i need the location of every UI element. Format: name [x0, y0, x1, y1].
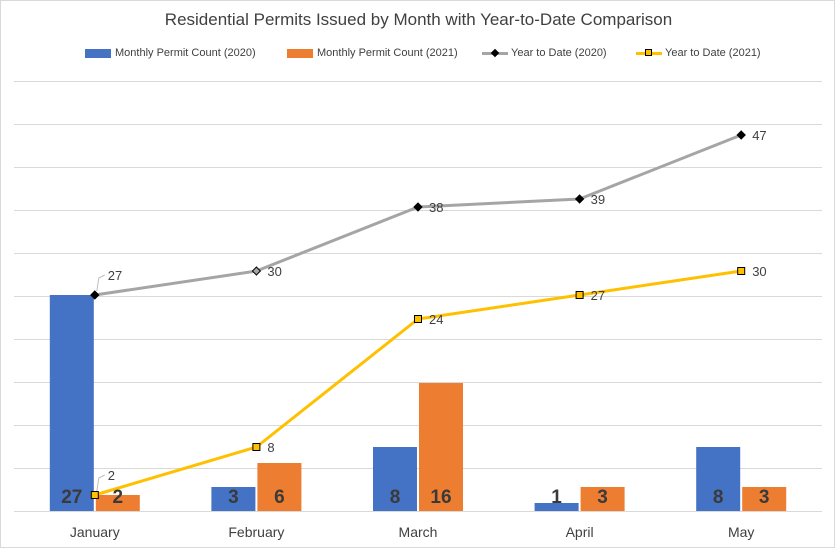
legend: Monthly Permit Count (2020) Monthly Perm… — [0, 44, 837, 62]
bar-2020 — [696, 447, 741, 511]
legend-item-bar-2021: Monthly Permit Count (2021) — [287, 44, 458, 62]
x-axis: January February March April May — [14, 511, 822, 540]
bars — [49, 295, 787, 511]
line-marker-square — [414, 315, 422, 323]
bar-2020 — [49, 295, 94, 511]
line-value-label: 27 — [108, 268, 122, 283]
legend-label-line-2021: Year to Date (2021) — [665, 47, 761, 59]
bar-value-label: 6 — [274, 487, 285, 508]
line-value-label: 39 — [591, 192, 605, 207]
legend-swatch-line-2020 — [482, 48, 508, 58]
leader-line — [96, 474, 106, 492]
line-marker-square — [252, 443, 261, 451]
bar-value-label: 8 — [713, 487, 724, 508]
line-marker-diamond — [574, 194, 585, 204]
legend-swatch-line-2021 — [636, 48, 662, 58]
line-diamond — [94, 133, 742, 297]
line-value-label: 24 — [429, 312, 443, 327]
line-marker-square — [90, 491, 99, 499]
line-value-label: 38 — [429, 200, 443, 215]
x-tick-label: March — [399, 524, 438, 540]
line-value-label: 30 — [267, 264, 281, 279]
legend-item-line-2021: Year to Date (2021) — [636, 44, 761, 62]
x-tick-label: April — [566, 524, 594, 540]
bar-value-label: 3 — [228, 487, 239, 508]
bar-value-label: 3 — [759, 487, 770, 508]
bar-2021 — [95, 495, 140, 511]
line-marker-diamond — [90, 290, 100, 300]
legend-label-bar-2020: Monthly Permit Count (2020) — [115, 47, 256, 59]
legend-swatch-bar-2021 — [287, 48, 313, 58]
bar-2021 — [580, 487, 625, 511]
x-tick-label: January — [70, 524, 120, 540]
legend-item-line-2020: Year to Date (2020) — [482, 44, 607, 62]
bar-2020 — [373, 447, 417, 511]
line-marker-diamond — [736, 130, 746, 140]
x-tick-label: May — [728, 524, 754, 540]
bar-value-label: 8 — [390, 487, 401, 508]
bar-value-label: 1 — [551, 487, 562, 508]
line-marker-diamond — [251, 266, 262, 276]
lines — [90, 130, 746, 499]
bar-value-label: 2 — [113, 487, 124, 508]
legend-label-line-2020: Year to Date (2020) — [511, 47, 607, 59]
legend-item-bar-2020: Monthly Permit Count (2020) — [85, 44, 256, 62]
bar-2020 — [534, 503, 579, 511]
line-value-label: 30 — [752, 264, 766, 279]
bar-value-label: 16 — [430, 487, 451, 508]
line-value-label: 8 — [267, 440, 274, 455]
line-value-label: 27 — [591, 288, 605, 303]
bar-2020 — [211, 487, 256, 511]
line-value-label: 2 — [108, 468, 115, 483]
leader-line — [96, 274, 106, 292]
bar-2021 — [257, 463, 302, 511]
bar-2021 — [742, 487, 787, 511]
bar-value-label: 27 — [61, 487, 82, 508]
chart-title: Residential Permits Issued by Month with… — [164, 10, 673, 29]
line-marker-square — [575, 291, 584, 299]
x-tick-label: February — [228, 524, 284, 540]
line-marker-square — [737, 267, 746, 275]
line-marker-diamond — [413, 202, 423, 212]
legend-label-bar-2021: Monthly Permit Count (2021) — [317, 47, 458, 59]
bar-value-label: 3 — [597, 487, 608, 508]
legend-swatch-bar-2020 — [85, 48, 111, 58]
bar-2021 — [419, 383, 463, 511]
line-value-label: 47 — [752, 128, 766, 143]
